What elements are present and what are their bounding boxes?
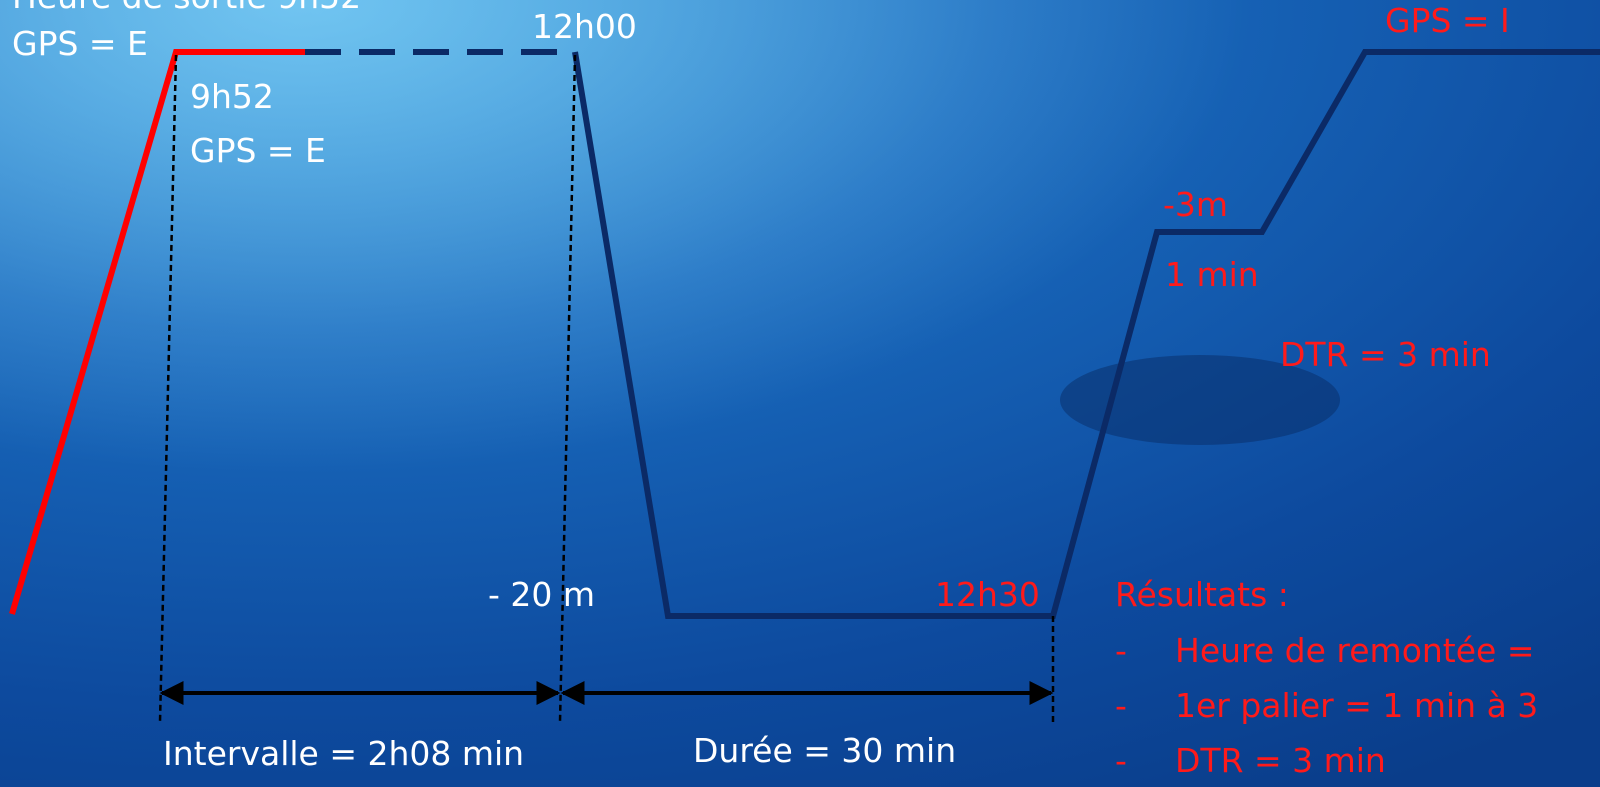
results-title: Résultats : xyxy=(1115,575,1289,614)
slide: Heure de sortie 9h52 GPS = E 12h00 9h52 … xyxy=(0,0,1600,787)
surface-time: 9h52 xyxy=(190,77,274,116)
result-item: 1er palier = 1 min à 3 xyxy=(1175,686,1538,725)
depth-label: - 20 m xyxy=(488,575,595,614)
bullet: - xyxy=(1115,741,1127,780)
result-item: DTR = 3 min xyxy=(1175,741,1386,780)
duration-label: Durée = 30 min xyxy=(693,731,956,770)
interval-label: Intervalle = 2h08 min xyxy=(163,734,524,773)
final-gps: GPS = I xyxy=(1385,1,1510,40)
start-time: 12h00 xyxy=(532,7,637,46)
stop-depth: -3m xyxy=(1163,185,1228,224)
stop-duration: 1 min xyxy=(1165,255,1259,294)
bullet: - xyxy=(1115,686,1127,725)
dtr-label: DTR = 3 min xyxy=(1280,335,1491,374)
ascent-time: 12h30 xyxy=(935,575,1040,614)
page: Heure de sortie 9h52 GPS = E 12h00 9h52 … xyxy=(0,0,1600,787)
result-item: Heure de remontée = xyxy=(1175,631,1535,670)
exit-title: Heure de sortie 9h52 xyxy=(12,0,361,16)
bullet: - xyxy=(1115,631,1127,670)
exit-gps: GPS = E xyxy=(12,24,148,63)
surface-gps: GPS = E xyxy=(190,131,326,170)
